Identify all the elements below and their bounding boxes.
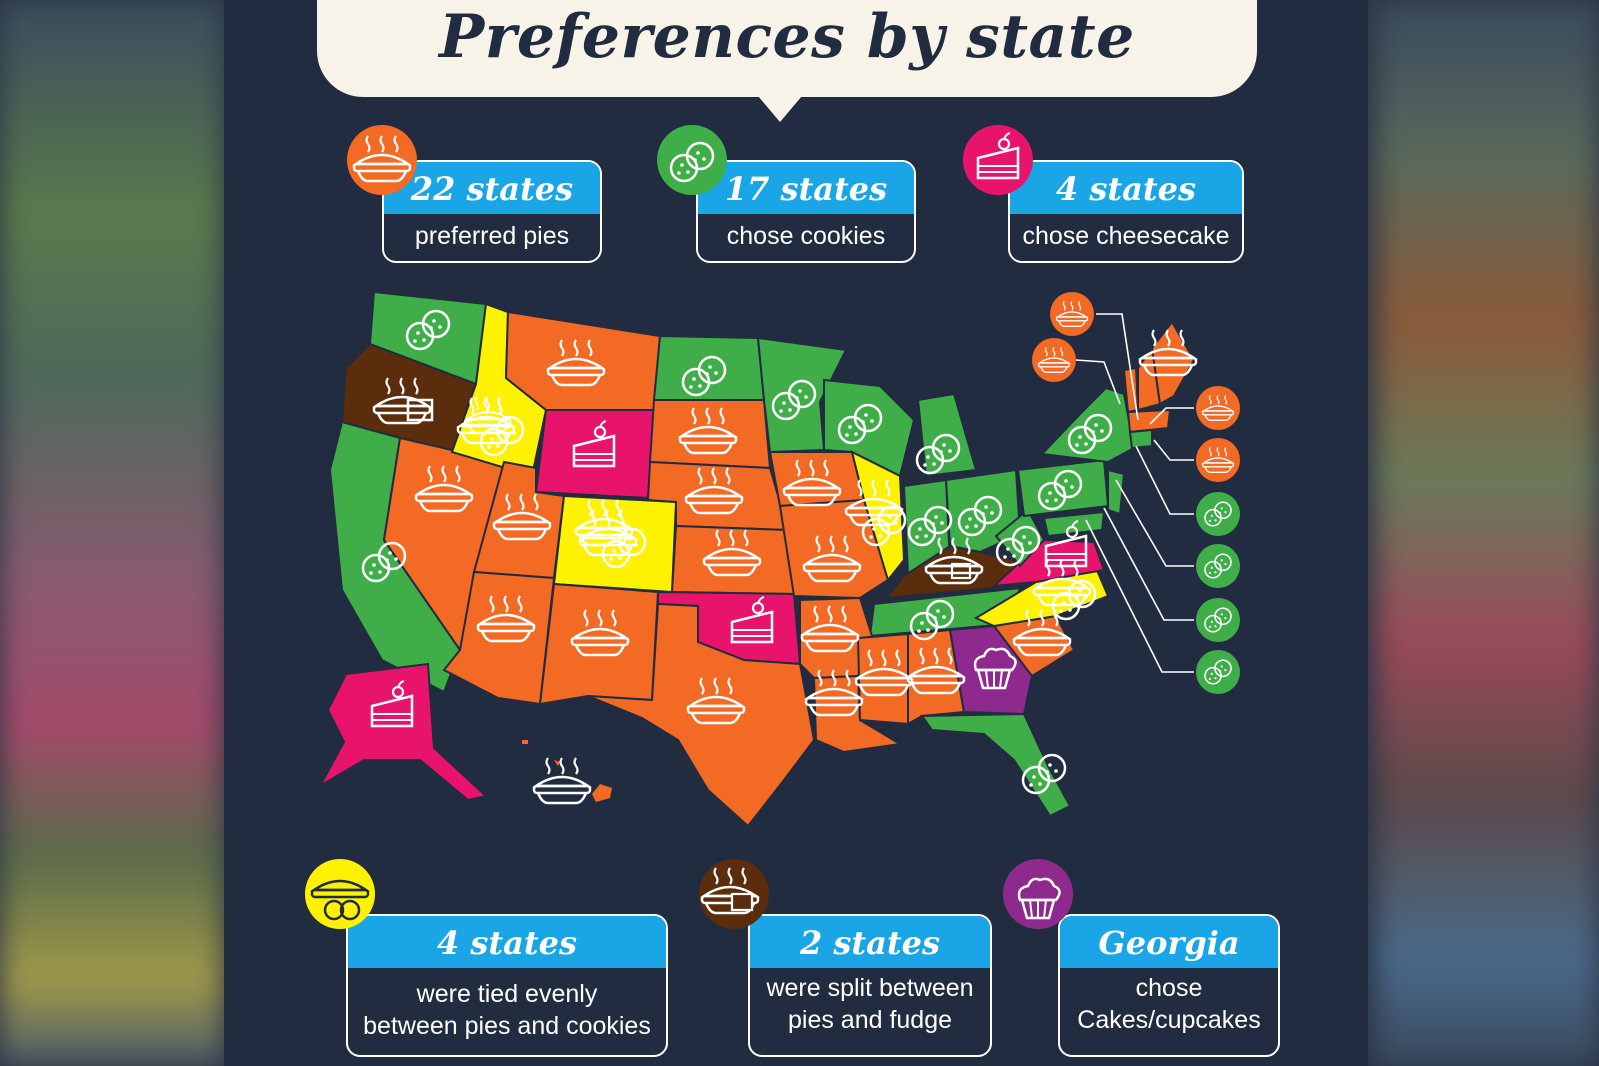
infographic: Preferences by state 22 states preferred… — [224, 0, 1368, 1066]
state-texas — [587, 602, 816, 828]
title-bubble-tail — [758, 96, 802, 122]
summary-desc-line2: pies and fudge — [787, 1006, 953, 1034]
state-hawaii — [522, 740, 612, 802]
summary-desc: chose cheesecake — [1022, 222, 1230, 250]
cupcake-icon — [1003, 859, 1073, 929]
summary-desc: chose Cakes/cupcakes — [1060, 968, 1278, 1036]
summary-desc: were tied evenly between pies and cookie… — [348, 968, 666, 1042]
summary-card-pies: 22 states preferred pies — [382, 160, 602, 263]
summary-count: 4 states — [348, 916, 666, 968]
state-new-jersey — [1107, 468, 1126, 516]
state-maine — [1150, 320, 1196, 406]
summary-desc: preferred pies — [414, 222, 570, 250]
callout-badge-pie — [1196, 438, 1240, 482]
summary-card-georgia: Georgia chose Cakes/cupcakes — [1058, 914, 1280, 1057]
summary-desc-line2: Cakes/cupcakes — [1077, 1006, 1261, 1034]
summary-card-cookies: 17 states chose cookies — [696, 160, 916, 263]
callout-badge-pie — [1196, 386, 1240, 430]
summary-count: Georgia — [1060, 916, 1278, 968]
summary-count: 2 states — [750, 916, 990, 968]
pie-fudge-icon — [924, 536, 984, 585]
pie-fudge-icon — [699, 859, 769, 929]
callout-badge-pie — [1050, 292, 1094, 336]
summary-desc-line1: were tied evenly — [416, 980, 598, 1008]
summary-card-tied: 4 states were tied evenly between pies a… — [346, 914, 668, 1057]
state-south-dakota — [648, 399, 772, 470]
us-map — [305, 125, 1240, 929]
summary-desc: chose cookies — [726, 222, 886, 250]
callout-badge-pie — [1032, 338, 1076, 382]
callout-badge-cookies — [1196, 650, 1240, 694]
state-alaska — [317, 662, 489, 802]
state-kansas — [670, 524, 796, 596]
summary-desc-line2: between pies and cookies — [363, 1012, 651, 1040]
callout-lines — [1075, 313, 1194, 673]
cheesecake-icon — [963, 125, 1033, 195]
summary-desc-line1: were split between — [766, 974, 974, 1002]
pie-fudge-icon — [406, 398, 434, 422]
state-massachusetts — [1126, 408, 1172, 434]
blurred-background-left — [0, 0, 224, 1066]
title-bubble — [317, 0, 1257, 97]
summary-desc: were split between pies and fudge — [750, 968, 990, 1036]
cookies-icon — [657, 125, 727, 195]
pie-icon — [347, 125, 417, 195]
summary-card-split: 2 states were split between pies and fud… — [748, 914, 992, 1057]
state-montana — [504, 310, 662, 411]
summary-count: 22 states — [384, 162, 600, 214]
summary-desc-line1: chose — [1135, 974, 1203, 1002]
pie-icon — [532, 756, 592, 805]
callout-badge-cookies — [1196, 598, 1240, 642]
state-connecticut — [1128, 428, 1153, 450]
summary-card-cheesecake: 4 states chose cheesecake — [1008, 160, 1244, 263]
state-new-york — [1039, 386, 1136, 464]
page-title: Preferences by state — [439, 2, 1135, 72]
state-florida — [920, 712, 1072, 818]
pie-cookies-icon — [305, 859, 375, 929]
summary-count: 4 states — [1010, 162, 1242, 214]
state-arizona — [442, 570, 556, 706]
summary-count: 17 states — [698, 162, 914, 214]
blurred-background-right — [1375, 0, 1599, 1066]
callout-badge-cookies — [1196, 492, 1240, 536]
callout-badge-cookies — [1196, 544, 1240, 588]
